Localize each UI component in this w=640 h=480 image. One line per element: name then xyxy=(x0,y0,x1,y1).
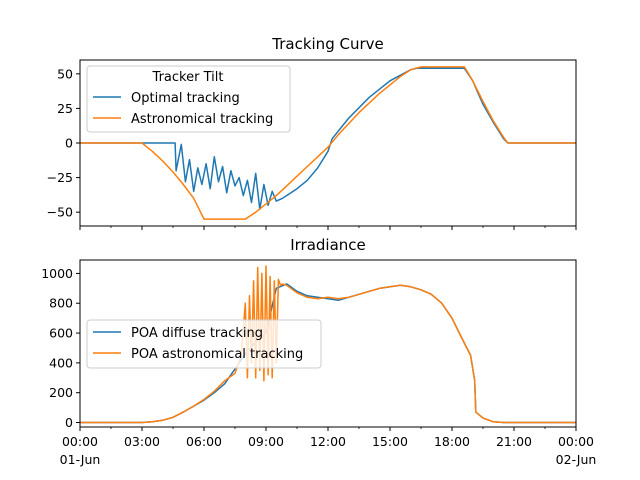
irradiance-title: Irradiance xyxy=(290,236,366,254)
y-tick-label: 1000 xyxy=(41,266,73,281)
x-tick-label: 15:00 xyxy=(372,434,408,449)
y-tick-label: 50 xyxy=(57,66,73,81)
legend-label-diffuse: POA diffuse tracking xyxy=(131,326,263,341)
tracking-axes-frame xyxy=(79,59,577,227)
tracking-plot-area xyxy=(80,66,576,220)
x-tick-label: 09:00 xyxy=(248,434,284,449)
tracking-legend-box xyxy=(86,65,291,133)
y-tick-label: −25 xyxy=(47,170,73,185)
legend-label-poa-astronomical: POA astronomical tracking xyxy=(131,347,303,362)
x-tick-label: 21:00 xyxy=(496,434,532,449)
y-tick-label: 200 xyxy=(49,385,73,400)
legend-label-optimal: Optimal tracking xyxy=(131,91,240,106)
y-tick-label: −50 xyxy=(47,205,73,220)
y-tick-label: 600 xyxy=(49,326,73,341)
x-tick-label: 06:00 xyxy=(186,434,222,449)
x-tick-label: 00:00 xyxy=(62,434,98,449)
irradiance-legend: POA diffuse tracking POA astronomical tr… xyxy=(86,319,322,369)
irradiance-y-ticks: 0 200 400 600 800 1000 xyxy=(41,266,80,430)
tracking-legend: Tracker Tilt Optimal tracking Astronomic… xyxy=(86,65,291,133)
y-tick-label: 400 xyxy=(49,355,73,370)
tracking-curve-title: Tracking Curve xyxy=(271,35,383,53)
tracking-x-ticks xyxy=(79,226,577,230)
y-tick-label: 800 xyxy=(49,296,73,311)
x-tick-label: 03:00 xyxy=(124,434,160,449)
irradiance-axes-frame xyxy=(79,259,577,428)
x-tick-date-label: 01-Jun xyxy=(60,452,101,467)
x-tick-label: 18:00 xyxy=(434,434,470,449)
irradiance-panel: Irradiance 0 200 400 600 800 1000 00:00 01-Jun… xyxy=(41,236,596,467)
y-tick-label: 0 xyxy=(65,136,73,151)
y-tick-label: 0 xyxy=(65,415,73,430)
optimal-tracking-line xyxy=(80,67,576,211)
x-tick-date-label: 02-Jun xyxy=(556,452,597,467)
tracking-curve-panel: Tracking Curve −50 −25 0 25 50 Tracker Tilt … xyxy=(47,35,577,230)
tracking-legend-title: Tracker Tilt xyxy=(152,70,224,85)
y-tick-label: 25 xyxy=(57,101,73,116)
legend-label-astronomical: Astronomical tracking xyxy=(131,112,273,127)
tracking-y-ticks: −50 −25 0 25 50 xyxy=(47,66,80,220)
irradiance-legend-box xyxy=(86,319,322,369)
x-tick-label: 00:00 xyxy=(558,434,594,449)
astronomical-tracking-line xyxy=(80,66,576,220)
x-tick-label: 12:00 xyxy=(310,434,346,449)
irradiance-x-ticks: 00:00 01-Jun 03:00 06:00 09:00 12:00 15:00 18:0… xyxy=(60,427,597,467)
